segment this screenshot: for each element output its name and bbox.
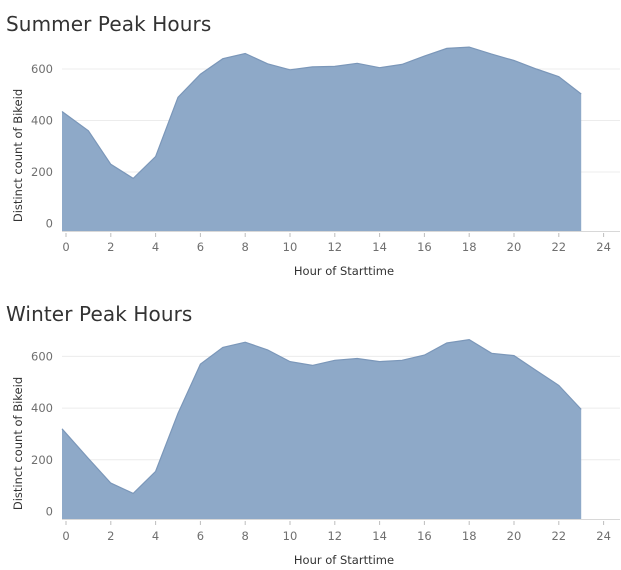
y-tick-label: 400 — [31, 114, 53, 128]
x-tick-label: 0 — [62, 240, 69, 254]
x-tick-label: 22 — [551, 240, 566, 254]
winter-chart: Winter Peak Hours 0 200 400 600 0 2 4 6 8 10 12 14 1… — [0, 290, 621, 570]
x-tick-label: 2 — [107, 240, 114, 254]
x-tick-label: 8 — [242, 529, 249, 543]
x-tick-label: 8 — [242, 240, 249, 254]
chart-title: Winter Peak Hours — [6, 302, 193, 326]
y-axis-title: Distinct count of Bikeid — [11, 89, 25, 222]
area-series — [62, 47, 582, 231]
x-tick-label: 20 — [507, 240, 522, 254]
area-series — [62, 339, 582, 519]
x-tick-label: 2 — [107, 529, 114, 543]
y-tick-label: 400 — [31, 401, 53, 415]
x-tick-label: 10 — [283, 240, 298, 254]
x-tick-label: 18 — [462, 529, 477, 543]
y-tick-label: 600 — [31, 349, 53, 363]
x-tick-label: 16 — [417, 240, 432, 254]
x-tick-label: 24 — [596, 240, 611, 254]
x-tick-label: 6 — [197, 240, 204, 254]
x-tick-label: 14 — [372, 529, 387, 543]
x-tick-label: 6 — [197, 529, 204, 543]
x-tick-label: 18 — [462, 240, 477, 254]
x-tick-label: 24 — [596, 529, 611, 543]
x-tick-label: 0 — [62, 529, 69, 543]
y-tick-label: 0 — [46, 505, 53, 519]
y-tick-label: 600 — [31, 62, 53, 76]
y-tick-label: 0 — [46, 217, 53, 231]
y-tick-label: 200 — [31, 165, 53, 179]
y-axis-title: Distinct count of Bikeid — [11, 377, 25, 510]
x-axis-title: Hour of Starttime — [294, 553, 394, 567]
x-tick-label: 20 — [507, 529, 522, 543]
x-tick-label: 14 — [372, 240, 387, 254]
x-tick-label: 4 — [152, 529, 159, 543]
x-tick-label: 22 — [551, 529, 566, 543]
x-tick-label: 10 — [283, 529, 298, 543]
chart-title: Summer Peak Hours — [6, 12, 212, 36]
x-tick-label: 12 — [327, 240, 342, 254]
area-edge-line — [61, 338, 582, 495]
summer-chart: Summer Peak Hours 0 200 400 600 0 2 4 6 8 10 12 14 1… — [6, 12, 620, 278]
x-tick-label: 16 — [417, 529, 432, 543]
y-tick-label: 200 — [31, 453, 53, 467]
x-tick-label: 4 — [152, 240, 159, 254]
x-axis-title: Hour of Starttime — [294, 264, 394, 278]
x-tick-label: 12 — [327, 529, 342, 543]
area-edge-line — [61, 46, 582, 180]
